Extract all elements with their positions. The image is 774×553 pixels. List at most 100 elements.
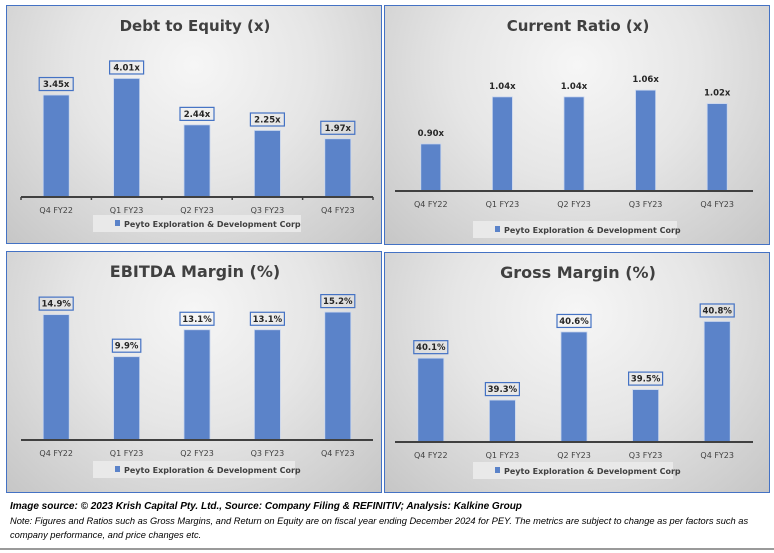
data-label-box — [179, 311, 215, 326]
x-tick-label: Q3 FY23 — [629, 451, 663, 460]
x-tick-label: Q4 FY23 — [700, 200, 734, 209]
data-label-box — [38, 296, 74, 311]
x-tick-label: Q2 FY23 — [557, 451, 591, 460]
data-label-box — [249, 311, 285, 326]
bottom-divider — [0, 548, 774, 550]
data-label-box — [108, 60, 145, 75]
x-tick-label: Q2 FY23 — [180, 206, 214, 215]
legend-label: Peyto Exploration & Development Corp — [124, 466, 301, 475]
legend-label: Peyto Exploration & Development Corp — [124, 220, 301, 229]
data-label-box — [699, 303, 735, 318]
chart-title: EBITDA Margin (%) — [110, 262, 280, 281]
data-label-box — [111, 338, 142, 353]
data-label: 2.44x — [184, 110, 211, 120]
data-label: 1.97x — [325, 124, 352, 134]
x-tick-label: Q4 FY23 — [321, 449, 355, 458]
data-label-box — [320, 293, 356, 309]
legend-background — [473, 462, 673, 479]
bar — [253, 329, 281, 441]
bar — [489, 399, 516, 443]
data-label: 1.04x — [561, 82, 588, 92]
debt-to-equity-chart: Debt to Equity (x) 3.45x Q4 FY22 4.01x Q1 FY… — [6, 5, 382, 244]
chart-title: Gross Margin (%) — [500, 263, 656, 282]
ebitda-margin-chart: EBITDA Margin (%) 14.9% Q4 FY22 9.9% Q1 FY23… — [6, 251, 382, 493]
data-label: 39.5% — [631, 375, 661, 385]
x-tick-label: Q1 FY23 — [486, 451, 520, 460]
bar — [420, 143, 442, 192]
gross-margin-chart: Gross Margin (%) 40.1% Q4 FY22 39.3% Q1 FY23… — [384, 252, 770, 493]
data-label-box — [413, 340, 449, 355]
bar — [113, 78, 140, 198]
x-tick-label: Q1 FY23 — [110, 449, 144, 458]
footer: Image source: © 2023 Krish Capital Pty. … — [10, 500, 770, 542]
x-tick-label: Q4 FY22 — [39, 449, 73, 458]
data-label: 1.06x — [632, 75, 659, 85]
chart-title: Current Ratio (x) — [507, 17, 650, 35]
legend-swatch — [115, 466, 120, 472]
bar — [113, 356, 140, 441]
chart-title: Debt to Equity (x) — [120, 17, 271, 35]
data-label: 4.01x — [113, 63, 140, 73]
data-label-box — [179, 106, 215, 121]
legend: Peyto Exploration & Development Corp — [473, 221, 681, 238]
data-label: 3.45x — [43, 80, 70, 90]
legend-swatch — [495, 467, 500, 473]
note-text: Note: Figures and Ratios such as Gross M… — [10, 516, 749, 540]
x-tick-label: Q4 FY22 — [39, 206, 73, 215]
x-tick-label: Q4 FY23 — [321, 206, 355, 215]
data-label: 9.9% — [115, 342, 139, 352]
x-tick-label: Q1 FY23 — [486, 200, 520, 209]
bar — [183, 329, 211, 441]
legend-background — [93, 461, 295, 478]
bar — [703, 321, 731, 443]
data-label: 1.02x — [704, 89, 731, 99]
bar — [632, 389, 660, 443]
legend-background — [93, 215, 301, 232]
legend-background — [473, 221, 677, 238]
data-label-box — [320, 120, 356, 135]
data-label: 13.1% — [182, 315, 212, 325]
bar — [417, 357, 445, 443]
bar — [563, 96, 585, 192]
data-label-box — [38, 76, 74, 92]
data-label: 1.04x — [489, 82, 516, 92]
data-label: 40.6% — [559, 317, 589, 327]
x-tick-label: Q3 FY23 — [629, 200, 663, 209]
x-tick-label: Q4 FY22 — [414, 451, 448, 460]
data-label: 0.90x — [418, 129, 445, 139]
bar — [42, 314, 70, 441]
legend: Peyto Exploration & Development Corp — [473, 462, 681, 479]
legend-label: Peyto Exploration & Development Corp — [504, 467, 681, 476]
legend-swatch — [115, 220, 120, 226]
data-label: 39.3% — [488, 385, 518, 395]
debt-to-equity-svg: Debt to Equity (x) 3.45x Q4 FY22 4.01x Q1 FY… — [20, 17, 374, 232]
data-label: 15.2% — [323, 297, 353, 307]
bar — [253, 130, 281, 198]
x-tick-label: Q3 FY23 — [251, 206, 285, 215]
x-tick-label: Q2 FY23 — [557, 200, 591, 209]
x-tick-label: Q4 FY23 — [700, 451, 734, 460]
current-ratio-svg: Current Ratio (x) 0.90x Q4 FY22 1.04x Q1 FY2… — [395, 17, 753, 238]
bar — [706, 103, 728, 192]
data-label-box — [628, 371, 664, 386]
bar — [560, 331, 588, 443]
data-label-box — [249, 112, 285, 127]
bar — [324, 311, 352, 441]
bar — [492, 96, 513, 192]
bar — [635, 89, 657, 192]
gross-margin-svg: Gross Margin (%) 40.1% Q4 FY22 39.3% Q1 FY23… — [395, 263, 753, 479]
current-ratio-chart: Current Ratio (x) 0.90x Q4 FY22 1.04x Q1 FY2… — [384, 5, 770, 245]
bar — [324, 138, 352, 198]
x-tick-label: Q2 FY23 — [180, 449, 214, 458]
data-label: 40.8% — [702, 306, 732, 316]
legend-label: Peyto Exploration & Development Corp — [504, 226, 681, 235]
x-tick-label: Q1 FY23 — [110, 206, 144, 215]
image-source-text: Image source: © 2023 Krish Capital Pty. … — [10, 501, 522, 512]
data-label: 13.1% — [253, 315, 283, 325]
data-label: 2.25x — [254, 116, 281, 126]
ebitda-margin-svg: EBITDA Margin (%) 14.9% Q4 FY22 9.9% Q1 FY23… — [21, 262, 373, 478]
data-label-box — [556, 313, 592, 329]
x-tick-label: Q3 FY23 — [251, 449, 285, 458]
legend-swatch — [495, 226, 500, 232]
bar — [183, 124, 211, 198]
